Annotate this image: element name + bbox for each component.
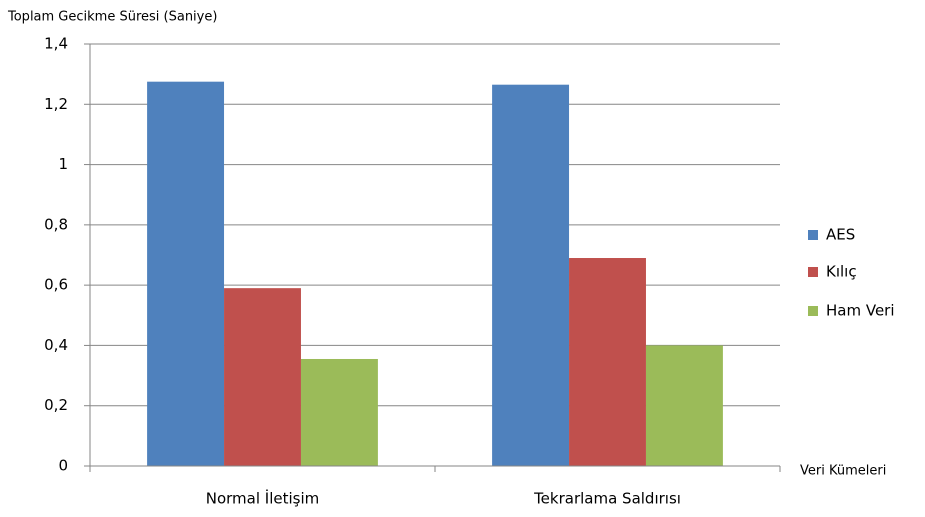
- bar: [300, 358, 378, 466]
- y-tick-label: 0: [58, 457, 68, 475]
- y-tick-label: 1: [58, 155, 68, 173]
- x-tick-label: Normal İletişim: [206, 489, 320, 508]
- legend-swatch: [808, 230, 818, 240]
- x-axis-title: Veri Kümeleri: [800, 464, 886, 479]
- legend-label: Ham Veri: [826, 302, 895, 320]
- bar: [224, 288, 301, 466]
- bar: [569, 258, 646, 466]
- legend-label: AES: [826, 226, 855, 244]
- legend-swatch: [808, 267, 818, 277]
- bar: [645, 345, 723, 466]
- y-tick-label: 0,6: [44, 276, 68, 294]
- x-tick-label: Tekrarlama Saldırısı: [533, 490, 681, 508]
- y-tick-label: 0,8: [44, 215, 68, 233]
- y-axis-title: Toplam Gecikme Süresi (Saniye): [7, 10, 217, 25]
- y-tick-label: 1,4: [44, 35, 68, 53]
- y-tick-label: 1,2: [44, 95, 68, 113]
- y-tick-label: 0,2: [44, 396, 68, 414]
- legend-label: Kılıç: [826, 263, 857, 281]
- legend-swatch: [808, 306, 818, 316]
- y-tick-label: 0,4: [44, 336, 68, 354]
- bar: [147, 81, 225, 466]
- bar: [492, 84, 570, 466]
